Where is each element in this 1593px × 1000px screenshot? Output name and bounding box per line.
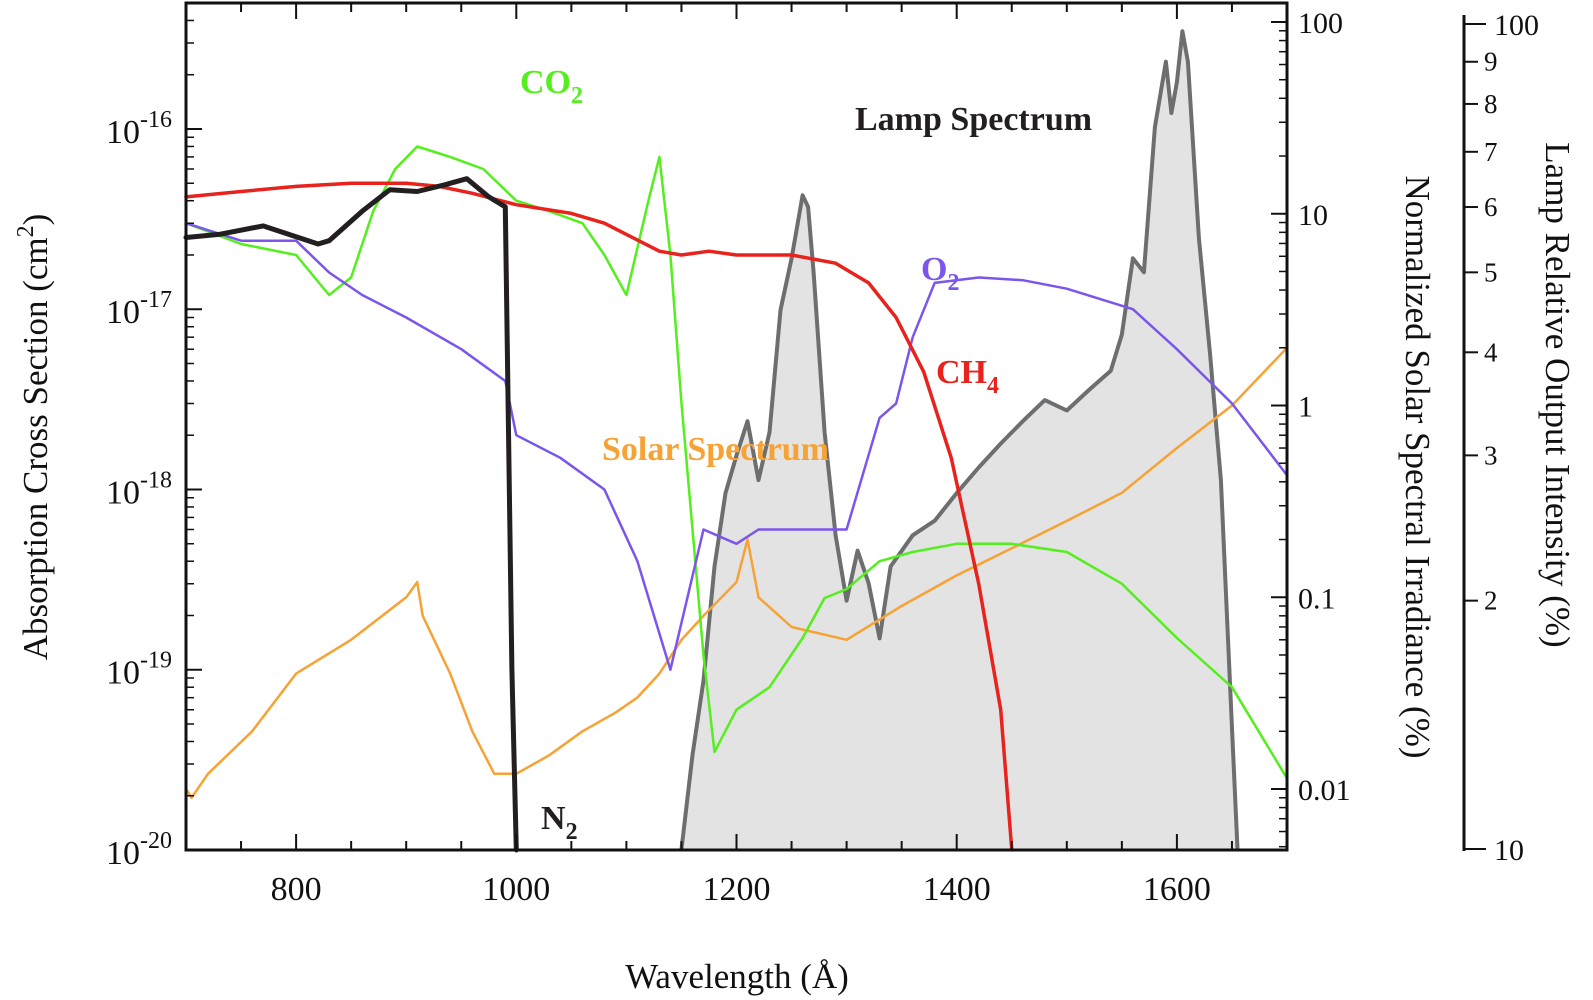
left-tick-base: 10 bbox=[106, 474, 140, 511]
x-tick-label: 800 bbox=[271, 871, 322, 908]
left-tick-base: 10 bbox=[106, 114, 140, 151]
n2-label-subscript: 2 bbox=[566, 819, 578, 845]
right-tick-label: 0.01 bbox=[1298, 774, 1351, 807]
left-tick-exponent: -17 bbox=[140, 287, 172, 313]
right2-tick-label: 8 bbox=[1484, 89, 1498, 119]
ch4-label-text: CH bbox=[936, 354, 987, 391]
right2-tick-label: 3 bbox=[1484, 440, 1498, 470]
right2-tick-label: 100 bbox=[1494, 9, 1539, 42]
ch4-line bbox=[184, 181, 1014, 852]
co2-label: CO2 bbox=[520, 64, 583, 109]
left-axis-title-close: ) bbox=[16, 214, 55, 226]
right2-axis-title: Lamp Relative Output Intensity (%) bbox=[1538, 142, 1577, 647]
right2-tick-label: 5 bbox=[1484, 257, 1498, 287]
left-tick-base: 10 bbox=[106, 835, 140, 872]
left-axis-title-sup: 2 bbox=[13, 225, 39, 237]
co2-label-text: CO bbox=[520, 64, 571, 101]
o2-label-subscript: 2 bbox=[947, 270, 959, 296]
left-tick-label: 10-18 bbox=[106, 467, 172, 511]
o2-line bbox=[184, 221, 1289, 671]
right-axis-title: Normalized Solar Spectral Irradiance (%) bbox=[1398, 175, 1437, 758]
co2-line bbox=[184, 145, 1289, 780]
labels-layer: 800 1000 1200 1400 160010-1610-1710-1810-191… bbox=[13, 7, 1577, 996]
x-tick-label: 1400 bbox=[923, 871, 991, 908]
left-tick-exponent: -20 bbox=[140, 828, 172, 854]
left-tick-exponent: -18 bbox=[140, 467, 172, 493]
right2-tick-label: 4 bbox=[1484, 337, 1498, 367]
left-tick-label: 10-20 bbox=[106, 828, 172, 872]
n2-line bbox=[183, 176, 519, 853]
left-tick-label: 10-16 bbox=[106, 107, 172, 151]
right2-tick-label: 2 bbox=[1484, 586, 1498, 616]
x-tick-label: 1600 bbox=[1143, 871, 1211, 908]
left-tick-label: 10-17 bbox=[106, 287, 172, 331]
o2-label: O2 bbox=[921, 251, 959, 296]
right-tick-label: 100 bbox=[1298, 7, 1343, 40]
ch4-label-subscript: 4 bbox=[987, 373, 999, 399]
left-tick-label: 10-19 bbox=[106, 648, 172, 692]
co2-label-subscript: 2 bbox=[571, 83, 583, 109]
lamp-spectrum-label: Lamp Spectrum bbox=[855, 101, 1092, 138]
left-tick-base: 10 bbox=[106, 655, 140, 692]
ch4-label: CH4 bbox=[936, 354, 999, 399]
solar-spectrum-label: Solar Spectrum bbox=[602, 431, 829, 468]
lamp-spectrum-line bbox=[679, 29, 1240, 851]
n2-label-text: N bbox=[541, 800, 566, 837]
left-tick-base: 10 bbox=[106, 294, 140, 331]
solar-spectrum-label-text: Solar Spectrum bbox=[602, 431, 829, 468]
o2-label-text: O bbox=[921, 251, 947, 288]
right-tick-label: 10 bbox=[1298, 199, 1328, 232]
series-layer bbox=[183, 29, 1289, 853]
right2-tick-label: 6 bbox=[1484, 192, 1498, 222]
x-tick-label: 1200 bbox=[703, 871, 771, 908]
lamp-spectrum-fill bbox=[681, 31, 1238, 850]
left-tick-exponent: -19 bbox=[140, 648, 172, 674]
left-axis-title: Absorption Cross Section (cm2) bbox=[13, 214, 55, 661]
x-axis-title: Wavelength (Å) bbox=[625, 957, 849, 996]
lamp-spectrum-label-text: Lamp Spectrum bbox=[855, 101, 1092, 138]
axes-layer bbox=[184, 1, 1486, 852]
right2-tick-label: 9 bbox=[1484, 47, 1498, 77]
left-tick-exponent: -16 bbox=[140, 107, 172, 133]
n2-label: N2 bbox=[541, 800, 578, 845]
right-tick-label: 1 bbox=[1298, 391, 1313, 424]
solar-spectrum-line bbox=[184, 346, 1289, 800]
right-tick-label: 0.1 bbox=[1298, 582, 1336, 615]
x-tick-label: 1000 bbox=[482, 871, 550, 908]
right2-tick-label: 7 bbox=[1484, 137, 1498, 167]
right2-tick-label: 10 bbox=[1494, 834, 1524, 867]
left-axis-title-text: Absorption Cross Section (cm bbox=[16, 237, 55, 660]
